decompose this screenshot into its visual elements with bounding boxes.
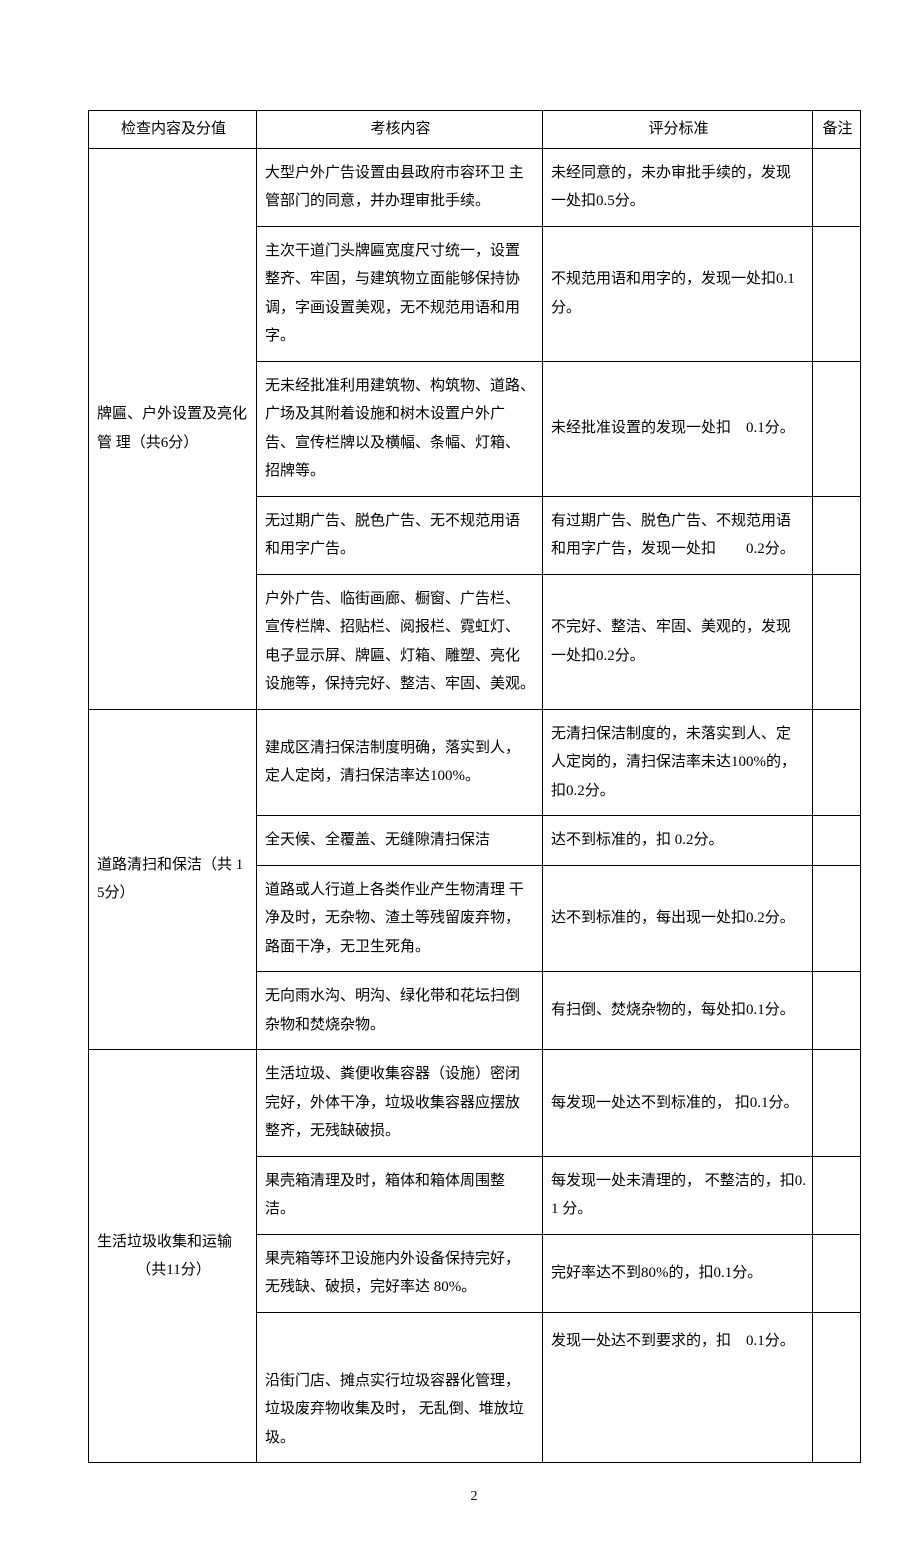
remark-cell (813, 1050, 861, 1157)
content-cell: 沿街门店、摊点实行垃圾容器化管理， 垃圾废弃物收集及时， 无乱倒、堆放垃 圾。 (257, 1312, 543, 1463)
criteria-cell: 有扫倒、焚烧杂物的，每处扣0.1分。 (543, 972, 813, 1050)
remark-cell (813, 1312, 861, 1463)
criteria-cell: 不完好、整洁、牢固、美观的，发现 一处扣0.2分。 (543, 574, 813, 709)
header-remark: 备注 (813, 111, 861, 149)
criteria-cell: 发现一处达不到要求的，扣 0.1分。 (543, 1312, 813, 1463)
content-cell: 果壳箱等环卫设施内外设备保持完好， 无残缺、破损，完好率达 80%。 (257, 1234, 543, 1312)
page-number: 2 (88, 1489, 860, 1505)
remark-cell (813, 361, 861, 496)
criteria-cell: 无清扫保洁制度的，未落实到人、定 人定岗的，清扫保洁率未达100%的， 扣0.2… (543, 709, 813, 816)
header-criteria: 评分标准 (543, 111, 813, 149)
remark-cell (813, 1234, 861, 1312)
criteria-cell: 完好率达不到80%的，扣0.1分。 (543, 1234, 813, 1312)
remark-cell (813, 865, 861, 972)
criteria-cell: 达不到标准的，扣 0.2分。 (543, 816, 813, 866)
content-cell: 大型户外广告设置由县政府市容环卫 主管部门的同意，并办理审批手续。 (257, 148, 543, 226)
header-content: 考核内容 (257, 111, 543, 149)
category-cell: 道路清扫和保洁（共 15分） (89, 709, 257, 1050)
criteria-cell: 不规范用语和用字的，发现一处扣0.1 分。 (543, 226, 813, 361)
remark-cell (813, 496, 861, 574)
content-cell: 全天候、全覆盖、无缝隙清扫保洁 (257, 816, 543, 866)
criteria-cell: 达不到标准的，每出现一处扣0.2分。 (543, 865, 813, 972)
table-row: 道路清扫和保洁（共 15分）建成区清扫保洁制度明确，落实到人， 定人定岗，清扫保… (89, 709, 861, 816)
content-cell: 无未经批准利用建筑物、构筑物、道路、广场及其附着设施和树木设置户外广 告、宣传栏… (257, 361, 543, 496)
table-row: 牌匾、户外设置及亮化管 理（共6分）大型户外广告设置由县政府市容环卫 主管部门的… (89, 148, 861, 226)
content-cell: 主次干道门头牌匾宽度尺寸统一，设置 整齐、牢固，与建筑物立面能够保持协 调，字画… (257, 226, 543, 361)
remark-cell (813, 709, 861, 816)
content-cell: 果壳箱清理及时，箱体和箱体周围整 洁。 (257, 1156, 543, 1234)
content-cell: 无过期广告、脱色广告、无不规范用语 和用字广告。 (257, 496, 543, 574)
content-cell: 建成区清扫保洁制度明确，落实到人， 定人定岗，清扫保洁率达100%。 (257, 709, 543, 816)
table-header-row: 检查内容及分值 考核内容 评分标准 备注 (89, 111, 861, 149)
header-category: 检查内容及分值 (89, 111, 257, 149)
content-cell: 户外广告、临街画廊、橱窗、广告栏、 宣传栏牌、招贴栏、阅报栏、霓虹灯、 电子显示… (257, 574, 543, 709)
content-cell: 生活垃圾、粪便收集容器（设施）密闭 完好，外体干净，垃圾收集容器应摆放 整齐，无… (257, 1050, 543, 1157)
remark-cell (813, 148, 861, 226)
category-cell: 牌匾、户外设置及亮化管 理（共6分） (89, 148, 257, 709)
remark-cell (813, 574, 861, 709)
content-cell: 无向雨水沟、明沟、绿化带和花坛扫倒 杂物和焚烧杂物。 (257, 972, 543, 1050)
content-cell: 道路或人行道上各类作业产生物清理 干净及时，无杂物、渣土等残留废弃物， 路面干净… (257, 865, 543, 972)
table-row: 生活垃圾收集和运输（共11分）生活垃圾、粪便收集容器（设施）密闭 完好，外体干净… (89, 1050, 861, 1157)
remark-cell (813, 1156, 861, 1234)
criteria-cell: 未经同意的，未办审批手续的，发现 一处扣0.5分。 (543, 148, 813, 226)
criteria-cell: 每发现一处达不到标准的， 扣0.1分。 (543, 1050, 813, 1157)
criteria-cell: 未经批准设置的发现一处扣 0.1分。 (543, 361, 813, 496)
remark-cell (813, 972, 861, 1050)
category-cell: 生活垃圾收集和运输（共11分） (89, 1050, 257, 1463)
criteria-cell: 每发现一处未清理的， 不整洁的，扣0.1 分。 (543, 1156, 813, 1234)
remark-cell (813, 226, 861, 361)
remark-cell (813, 816, 861, 866)
assessment-table: 检查内容及分值 考核内容 评分标准 备注 牌匾、户外设置及亮化管 理（共6分）大… (88, 110, 861, 1463)
criteria-cell: 有过期广告、脱色广告、不规范用语 和用字广告，发现一处扣 0.2分。 (543, 496, 813, 574)
